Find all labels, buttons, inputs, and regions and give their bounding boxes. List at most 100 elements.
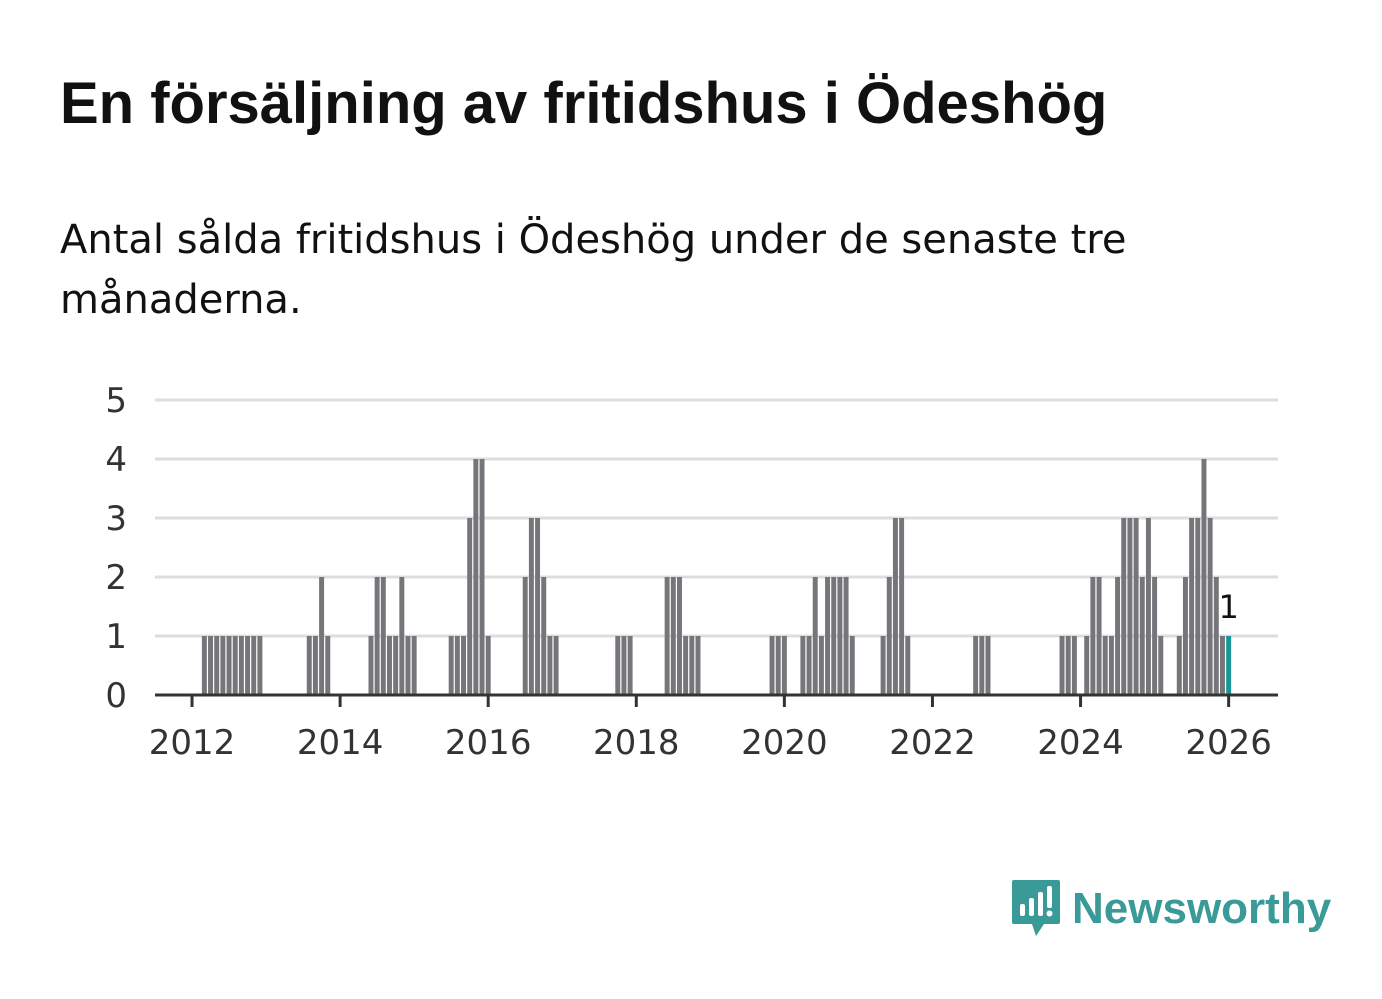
bar — [880, 636, 886, 695]
bar — [393, 636, 399, 695]
bar — [627, 636, 633, 695]
bar — [1121, 518, 1127, 695]
bar — [257, 636, 263, 695]
bar — [1158, 636, 1164, 695]
bar — [1207, 518, 1213, 695]
bar — [238, 636, 244, 695]
bar — [251, 636, 257, 695]
bar — [664, 577, 670, 695]
bar — [1102, 636, 1108, 695]
bar — [1189, 518, 1195, 695]
bar — [374, 577, 380, 695]
bar — [1213, 577, 1219, 695]
bar — [528, 518, 534, 695]
chart-title: En försäljning av fritidshus i Ödeshög — [60, 71, 1108, 136]
bar-chart: 0 1 2 3 4 5 2012 2014 2016 2018 2020 2022 2024 2026 1 — [105, 381, 1278, 763]
tick-labels: 0 1 2 3 4 5 2012 2014 2016 2018 2020 2022 2024 2026 1 — [105, 381, 1272, 763]
newsworthy-logo-icon — [1012, 880, 1060, 936]
bar — [1084, 636, 1090, 695]
bar — [1127, 518, 1133, 695]
bar — [380, 577, 386, 695]
bar — [1201, 459, 1207, 695]
bar — [535, 518, 541, 695]
bar — [208, 636, 214, 695]
x-tick-label-2020: 2020 — [741, 723, 828, 763]
bar — [899, 518, 905, 695]
bar — [1090, 577, 1096, 695]
x-tick-label-2026: 2026 — [1185, 723, 1272, 763]
bar — [547, 636, 553, 695]
bar — [1108, 636, 1114, 695]
bar — [1071, 636, 1077, 695]
bar — [467, 518, 473, 695]
bar — [676, 577, 682, 695]
bar — [306, 636, 312, 695]
x-tick-label-2022: 2022 — [889, 723, 976, 763]
x-tick-label-2018: 2018 — [593, 723, 680, 763]
brand-name: Newsworthy — [1072, 884, 1332, 933]
axes — [155, 693, 1278, 707]
bar — [1182, 577, 1188, 695]
bar — [1176, 636, 1182, 695]
bar — [226, 636, 232, 695]
bar — [368, 636, 374, 695]
bar — [670, 577, 676, 695]
bar — [319, 577, 325, 695]
bar — [1145, 518, 1151, 695]
bar — [1195, 518, 1201, 695]
bar — [399, 577, 405, 695]
bar — [1096, 577, 1102, 695]
bar — [886, 577, 892, 695]
bar — [1115, 577, 1121, 695]
bar — [1139, 577, 1145, 695]
x-tick-label-2016: 2016 — [445, 723, 532, 763]
bar — [1219, 636, 1225, 695]
y-tick-label-3: 3 — [105, 499, 127, 539]
y-tick-label-2: 2 — [105, 558, 127, 598]
bar — [905, 636, 911, 695]
newsworthy-logo[interactable]: Newsworthy — [1010, 878, 1331, 940]
bar — [806, 636, 812, 695]
annotation-label: 1 — [1218, 588, 1238, 626]
bar — [411, 636, 417, 695]
bar — [1152, 577, 1158, 695]
chart-subtitle: Antal sålda fritidshus i Ödeshög under d… — [60, 217, 1127, 323]
bar — [837, 577, 843, 695]
bar — [553, 636, 559, 695]
bar — [683, 636, 689, 695]
bar — [825, 577, 831, 695]
bar — [245, 636, 251, 695]
bar — [454, 636, 460, 695]
bar — [485, 636, 491, 695]
bar — [800, 636, 806, 695]
bar — [775, 636, 781, 695]
bar — [621, 636, 627, 695]
bar — [689, 636, 695, 695]
bar — [973, 636, 979, 695]
bar — [232, 636, 238, 695]
bar — [695, 636, 701, 695]
bar — [831, 577, 837, 695]
bar — [214, 636, 220, 695]
bar — [312, 636, 318, 695]
bar — [1065, 636, 1071, 695]
bar — [405, 636, 411, 695]
bar — [769, 636, 775, 695]
bar-highlight — [1226, 636, 1232, 695]
bar — [818, 636, 824, 695]
x-tick-label-2024: 2024 — [1037, 723, 1124, 763]
bar — [812, 577, 818, 695]
bar — [541, 577, 547, 695]
bar — [849, 636, 855, 695]
bar — [1059, 636, 1065, 695]
bar — [1133, 518, 1139, 695]
bar — [985, 636, 991, 695]
bar — [479, 459, 485, 695]
bar — [325, 636, 331, 695]
bar — [201, 636, 207, 695]
bar — [843, 577, 849, 695]
x-tick-label-2012: 2012 — [149, 723, 236, 763]
bar — [892, 518, 898, 695]
x-tick-label-2014: 2014 — [297, 723, 384, 763]
bar — [386, 636, 392, 695]
